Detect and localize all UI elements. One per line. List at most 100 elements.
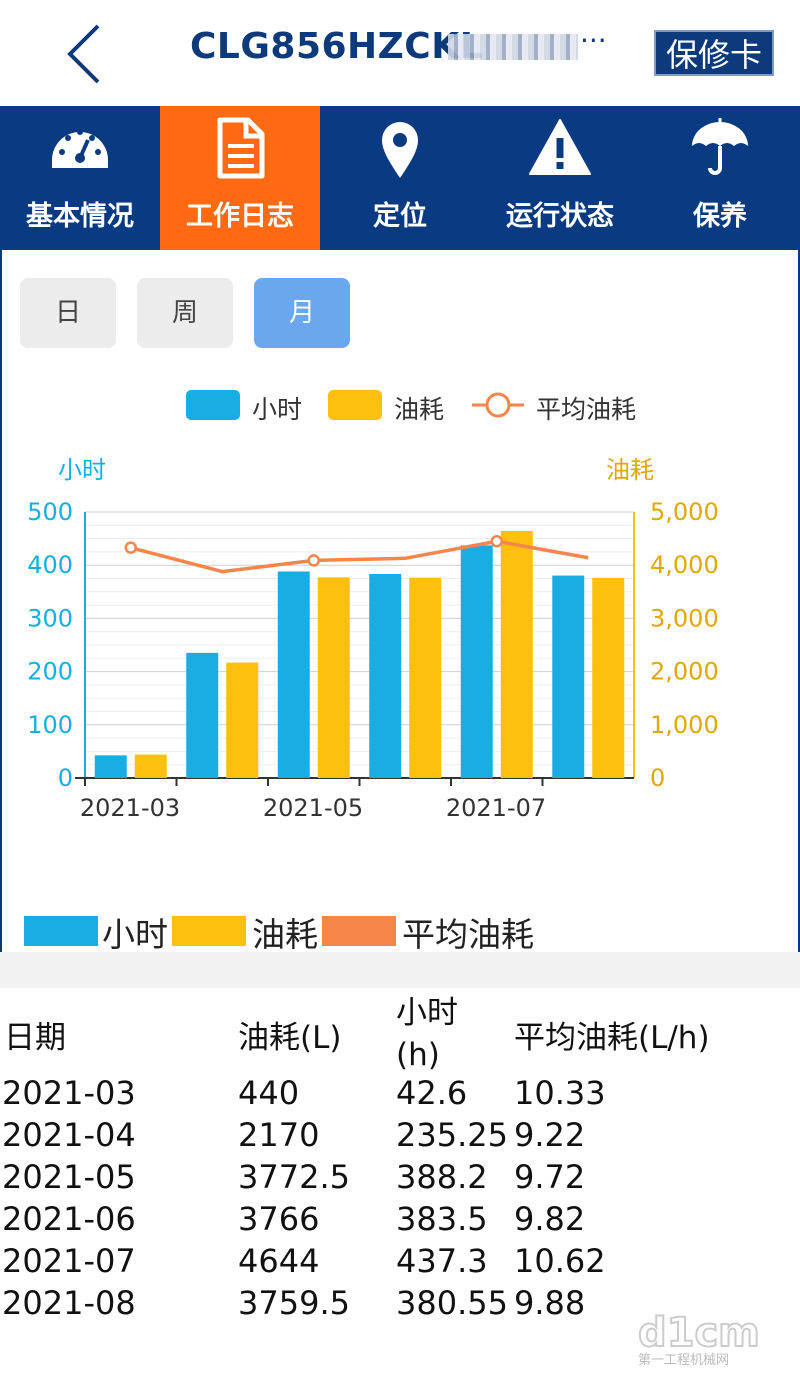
legend-hours-swatch: [186, 390, 240, 420]
tab-label: 基本情况: [26, 201, 134, 232]
bar-hours: [460, 545, 493, 778]
bar-fuel: [592, 577, 625, 778]
table-cell: 3759.5: [238, 1284, 350, 1322]
table-cell: 383.5: [396, 1200, 488, 1238]
table-cell: 440: [238, 1074, 300, 1112]
bar-fuel: [226, 662, 259, 778]
table-cell: 2021-07: [2, 1242, 136, 1280]
table-cell: 9.82: [514, 1200, 586, 1238]
tab-bar: 基本情况 工作日志 定位 运行状态 保养: [0, 106, 800, 250]
table-cell: 9.72: [514, 1158, 586, 1196]
bottom-legend-hours-label: 小时: [102, 915, 168, 954]
redacted-serial: [448, 34, 578, 60]
warranty-card-button[interactable]: 保修卡: [654, 30, 774, 76]
table-cell: 9.88: [514, 1284, 586, 1322]
x-tick-label: 2021-03: [80, 794, 180, 822]
right-tick-label: 0: [650, 764, 665, 792]
legend-avg-swatch: [472, 392, 524, 418]
x-tick-label: 2021-05: [263, 794, 363, 822]
tab-label: 工作日志: [186, 201, 294, 232]
table-cell: 380.55: [396, 1284, 508, 1322]
left-axis-title: 小时: [58, 456, 106, 484]
table-cell: 10.62: [514, 1242, 606, 1280]
right-tick-label: 2,000: [650, 658, 719, 686]
bar-fuel: [500, 530, 533, 778]
right-tick-label: 3,000: [650, 604, 719, 632]
tab-location[interactable]: 定位: [320, 106, 480, 250]
bar-hours: [186, 652, 219, 778]
table-cell: 2021-05: [2, 1158, 136, 1196]
right-axis-title: 油耗: [606, 456, 654, 484]
right-tick-label: 5,000: [650, 498, 719, 526]
x-tick-label: 2021-07: [446, 794, 546, 822]
avg-fuel-point: [490, 535, 503, 548]
bottom-legend-fuel-label: 油耗: [252, 915, 318, 954]
table-cell: 2021-06: [2, 1200, 136, 1238]
table-cell: 10.33: [514, 1074, 606, 1112]
divider-strip: [0, 952, 800, 988]
watermark-logo: d1cm 第一工程机械网: [637, 1310, 761, 1366]
table-cell: 9.22: [514, 1116, 586, 1154]
table-cell: 388.2: [396, 1158, 488, 1196]
table-cell: 2021-08: [2, 1284, 136, 1322]
tab-basic-info[interactable]: 基本情况: [0, 106, 160, 250]
bar-fuel: [409, 577, 442, 778]
table-header-hours: 小时(h): [396, 995, 458, 1073]
period-week-button[interactable]: 周: [137, 278, 233, 348]
bar-fuel: [317, 577, 350, 778]
table-header-fuel: 油耗(L): [238, 1020, 342, 1056]
bottom-legend-avg-label: 平均油耗: [402, 915, 534, 954]
legend-fuel-swatch: [328, 390, 382, 420]
table-cell: 2021-04: [2, 1116, 136, 1154]
location-pin-icon: [382, 122, 418, 178]
table-header-date: 日期: [4, 1020, 66, 1056]
table-header-avg: 平均油耗(L/h): [514, 1020, 710, 1056]
document-icon: [217, 117, 265, 179]
back-arrow-icon[interactable]: [60, 22, 110, 86]
left-tick-label: 400: [27, 551, 73, 579]
app-header: CLG856HZCKL ··· 保修卡: [0, 0, 800, 106]
bar-hours: [552, 575, 585, 778]
dashboard-gauge-icon: [52, 129, 108, 168]
legend-hours-label: 小时: [252, 395, 303, 424]
legend-fuel-label: 油耗: [394, 395, 445, 424]
tab-label: 运行状态: [506, 201, 614, 232]
umbrella-icon: [692, 118, 748, 175]
bar-fuel: [134, 754, 167, 778]
tab-label: 定位: [373, 201, 427, 232]
page-title: CLG856HZCKL: [190, 26, 484, 67]
avg-fuel-point: [124, 541, 137, 554]
bar-hours: [369, 573, 402, 778]
table-cell: 2021-03: [2, 1074, 136, 1112]
table-cell: 235.25: [396, 1116, 508, 1154]
period-month-button[interactable]: 月: [254, 278, 350, 348]
svg-text:第一工程机械网: 第一工程机械网: [638, 1353, 729, 1366]
tab-label: 保养: [693, 201, 747, 232]
table-cell: 437.3: [396, 1242, 488, 1280]
left-tick-label: 300: [27, 604, 73, 632]
tab-running-status[interactable]: 运行状态: [480, 106, 640, 250]
bottom-legend-fuel-swatch: [172, 916, 246, 946]
svg-text:d1cm: d1cm: [638, 1310, 760, 1356]
table-cell: 2170: [238, 1116, 320, 1154]
left-tick-label: 200: [27, 658, 73, 686]
tab-maintenance[interactable]: 保养: [640, 106, 800, 250]
right-tick-label: 4,000: [650, 551, 719, 579]
period-day-button[interactable]: 日: [20, 278, 116, 348]
combo-chart: 0 100 200 300 400 500 0 1,000 2,000 3,000 4,000 5,0…: [27, 498, 719, 822]
bar-hours: [277, 571, 310, 778]
avg-fuel-line: [130, 539, 589, 574]
table-cell: 4644: [238, 1242, 320, 1280]
right-tick-label: 1,000: [650, 711, 719, 739]
tab-work-log[interactable]: 工作日志: [160, 106, 320, 250]
title-suffix: ···: [580, 24, 607, 57]
table-cell: 3766: [238, 1200, 320, 1238]
left-tick-label: 100: [27, 711, 73, 739]
left-tick-label: 0: [58, 764, 73, 792]
bar-hours: [94, 755, 127, 778]
bottom-legend-hours-swatch: [24, 916, 98, 946]
left-tick-label: 500: [27, 498, 73, 526]
table-cell: 42.6: [396, 1074, 468, 1112]
legend-avg-label: 平均油耗: [536, 395, 637, 424]
bottom-legend-avg-swatch: [322, 916, 396, 946]
